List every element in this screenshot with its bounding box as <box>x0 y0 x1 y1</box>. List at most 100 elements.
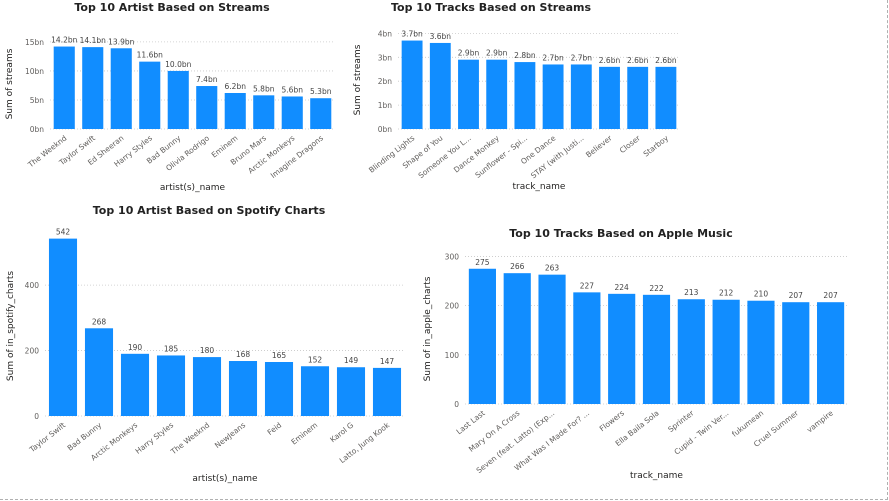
bar[interactable] <box>712 299 740 404</box>
chart-title: Top 10 Artist Based on Spotify Charts <box>93 204 326 217</box>
bar[interactable] <box>642 294 671 404</box>
y-tick-label: 15bn <box>25 38 44 47</box>
bar[interactable] <box>627 66 649 129</box>
bar[interactable] <box>372 367 402 416</box>
bar[interactable] <box>782 302 810 404</box>
bar[interactable] <box>53 46 75 129</box>
y-tick-label: 400 <box>25 281 40 290</box>
data-label: 227 <box>580 281 595 290</box>
data-label: 152 <box>308 355 323 364</box>
bar[interactable] <box>468 268 496 404</box>
data-label: 13.9bn <box>108 37 134 46</box>
y-tick-label: 4bn <box>378 29 393 38</box>
bar[interactable] <box>655 66 677 129</box>
data-label: 147 <box>380 357 395 366</box>
bar[interactable] <box>514 62 536 130</box>
data-label: 3.6bn <box>430 32 452 41</box>
data-label: 268 <box>92 317 107 326</box>
data-label: 207 <box>789 291 804 300</box>
bar[interactable] <box>264 362 294 416</box>
x-tick-label: The Weeknd <box>168 420 211 456</box>
x-tick-label: Imagine Dragons <box>269 133 325 180</box>
x-tick-label: Last Last <box>455 408 487 436</box>
x-tick-label: Feid <box>266 420 284 437</box>
bar[interactable] <box>48 238 78 416</box>
bar[interactable] <box>310 98 332 129</box>
data-label: 168 <box>236 350 251 359</box>
chart-artist-spotify-charts[interactable]: Top 10 Artist Based on Spotify Charts 0 20… <box>0 200 420 500</box>
y-tick-label: 1bn <box>378 101 393 110</box>
x-tick-label: vampire <box>805 408 835 434</box>
bar[interactable] <box>156 355 186 416</box>
bar[interactable] <box>192 357 222 416</box>
bar[interactable] <box>538 274 566 404</box>
bar[interactable] <box>542 64 564 129</box>
bar[interactable] <box>110 48 132 129</box>
chart-artist-streams-svg: Top 10 Artist Based on Streams 0bn 5bn 10bn… <box>5 1 335 193</box>
data-label: 2.9bn <box>458 49 480 58</box>
y-axis-title: Sum of in_spotify_charts <box>6 271 16 381</box>
bar[interactable] <box>817 302 845 404</box>
x-tick-label: Eminem <box>289 420 319 446</box>
bar[interactable] <box>82 47 104 130</box>
data-label: 207 <box>823 291 838 300</box>
data-label: 6.2bn <box>225 82 247 91</box>
bar[interactable] <box>429 42 451 129</box>
data-label: 11.6bn <box>137 51 163 60</box>
chart-tracks-apple-music-svg: Top 10 Tracks Based on Apple Music 0 100 20… <box>423 227 848 481</box>
bar[interactable] <box>747 300 775 404</box>
chart-tracks-streams[interactable]: Top 10 Tracks Based on Streams 0bn 1bn 2bn 3… <box>350 0 695 200</box>
x-tick-label: Taylor Swift <box>27 420 67 454</box>
bar[interactable] <box>336 367 366 416</box>
data-label: 2.7bn <box>571 53 593 62</box>
data-label: 2.8bn <box>514 51 536 60</box>
bar[interactable] <box>401 40 423 129</box>
bar[interactable] <box>300 366 330 416</box>
data-label: 212 <box>719 289 734 298</box>
bar[interactable] <box>570 64 592 129</box>
data-label: 149 <box>344 356 359 365</box>
x-axis-title: artist(s)_name <box>160 183 226 193</box>
x-tick-label: Starboy <box>642 133 671 158</box>
y-tick-label: 3bn <box>378 53 393 62</box>
data-label: 5.3bn <box>310 87 332 96</box>
data-label: 180 <box>200 346 215 355</box>
x-tick-label: NewJeans <box>213 420 247 450</box>
bar[interactable] <box>139 61 161 130</box>
bar[interactable] <box>677 299 705 404</box>
x-axis-title: track_name <box>513 182 566 192</box>
data-label: 2.6bn <box>599 56 621 65</box>
bar[interactable] <box>573 292 601 404</box>
bar[interactable] <box>281 96 303 129</box>
data-label: 222 <box>649 284 664 293</box>
data-label: 10.0bn <box>165 60 191 69</box>
y-tick-label: 100 <box>445 351 460 360</box>
data-label: 14.1bn <box>80 36 106 45</box>
chart-tracks-streams-svg: Top 10 Tracks Based on Streams 0bn 1bn 2bn 3… <box>353 1 680 192</box>
chart-artist-streams[interactable]: Top 10 Artist Based on Streams 0bn 5bn 10bn… <box>0 0 345 200</box>
y-tick-label: 5bn <box>30 96 45 105</box>
bar[interactable] <box>253 95 275 129</box>
data-label: 213 <box>684 288 699 297</box>
bar[interactable] <box>224 93 246 129</box>
chart-tracks-apple-music[interactable]: Top 10 Tracks Based on Apple Music 0 100 20… <box>420 220 860 500</box>
bar[interactable] <box>503 273 531 404</box>
bar[interactable] <box>458 59 479 130</box>
bar[interactable] <box>120 353 150 416</box>
bar[interactable] <box>167 70 189 129</box>
bar[interactable] <box>84 328 114 416</box>
data-label: 190 <box>128 343 143 352</box>
data-label: 542 <box>56 228 71 237</box>
data-label: 2.7bn <box>542 53 564 62</box>
bar[interactable] <box>486 59 508 130</box>
y-tick-label: 0 <box>454 400 459 409</box>
bar[interactable] <box>599 66 620 129</box>
bar[interactable] <box>228 361 258 416</box>
bar[interactable] <box>608 293 636 404</box>
data-label: 185 <box>164 344 179 353</box>
y-tick-label: 200 <box>445 302 460 311</box>
bar[interactable] <box>196 86 218 129</box>
x-tick-label: Blinding Lights <box>367 133 416 174</box>
x-tick-label: Karol G <box>328 420 355 444</box>
